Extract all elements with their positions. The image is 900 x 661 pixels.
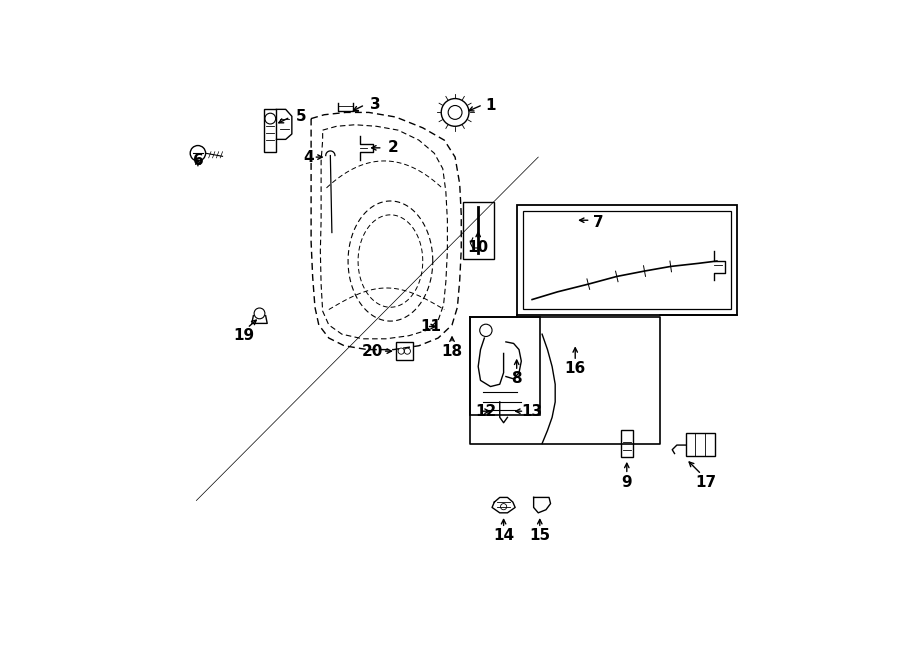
Text: 4: 4 — [303, 149, 314, 165]
Text: 6: 6 — [193, 153, 203, 169]
Bar — [471, 317, 540, 415]
Bar — [517, 205, 737, 315]
Text: 18: 18 — [441, 344, 463, 359]
Text: 3: 3 — [370, 97, 381, 112]
Bar — [463, 202, 493, 258]
Text: 16: 16 — [564, 362, 586, 376]
Bar — [523, 211, 731, 309]
Text: 10: 10 — [468, 241, 489, 255]
Text: 5: 5 — [296, 109, 306, 124]
Text: 19: 19 — [233, 329, 255, 343]
Bar — [621, 430, 633, 457]
Text: 11: 11 — [420, 319, 441, 334]
Text: 9: 9 — [622, 475, 632, 490]
Text: 8: 8 — [511, 371, 522, 386]
Text: 17: 17 — [696, 475, 716, 490]
Text: 14: 14 — [493, 528, 514, 543]
Text: 12: 12 — [475, 404, 497, 418]
Text: 7: 7 — [593, 215, 604, 230]
Text: 1: 1 — [485, 98, 496, 113]
Bar — [396, 342, 413, 360]
Text: 13: 13 — [521, 404, 543, 418]
Bar — [264, 109, 276, 152]
Text: 2: 2 — [388, 140, 399, 155]
Text: 15: 15 — [529, 528, 551, 543]
Text: 20: 20 — [362, 344, 383, 359]
Bar — [686, 433, 716, 456]
